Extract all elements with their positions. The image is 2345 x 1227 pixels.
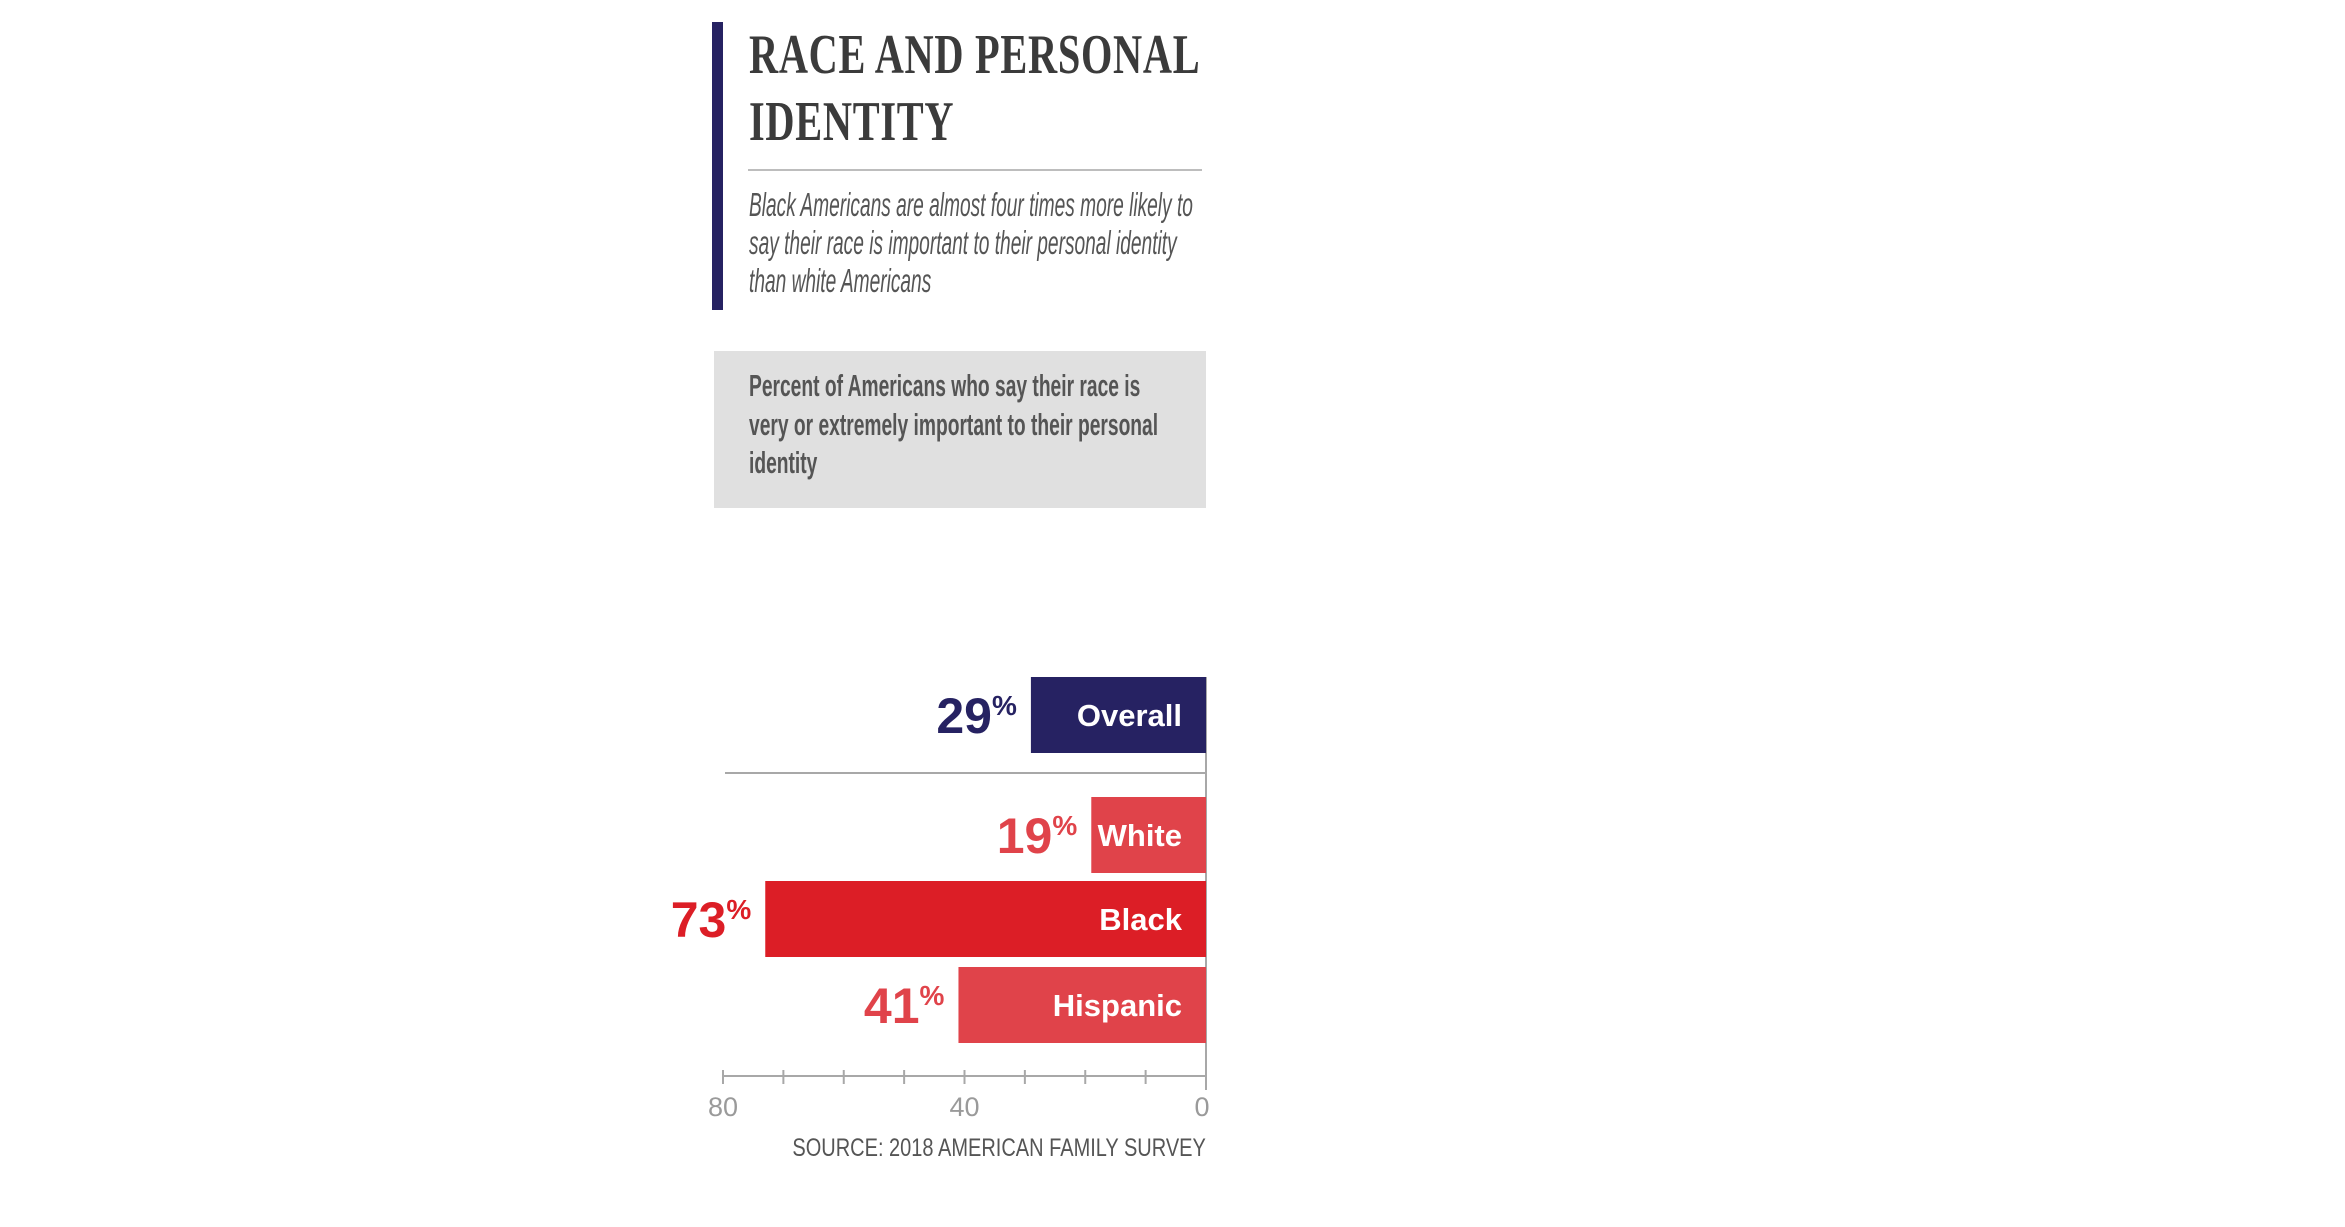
x-tick-label: 80	[708, 1092, 738, 1122]
bar-label-black: Black	[1099, 902, 1182, 937]
bar-black	[765, 881, 1206, 957]
x-tick-label: 40	[949, 1092, 979, 1122]
source-note: SOURCE: 2018 AMERICAN FAMILY SURVEY	[792, 1134, 1206, 1162]
bar-label-white: White	[1098, 818, 1182, 853]
question-text: Percent of Americans who say their race …	[749, 368, 1159, 480]
question-box	[714, 351, 1206, 508]
chart-subtitle: Black Americans are almost four times mo…	[749, 186, 1193, 299]
x-tick-label: 0	[1194, 1092, 1209, 1122]
bar-label-hispanic: Hispanic	[1053, 988, 1182, 1023]
title-divider	[748, 169, 1202, 171]
bar-white	[1091, 797, 1206, 873]
chart-title: RACE AND PERSONAL IDENTITY	[749, 24, 1199, 153]
value-label-black: 73%	[671, 892, 752, 948]
bar-overall	[1030, 677, 1206, 753]
accent-bar	[712, 22, 723, 310]
value-label-white: 19%	[997, 808, 1078, 864]
value-label-overall: 29%	[936, 688, 1017, 744]
bar-hispanic	[958, 967, 1206, 1043]
value-label-hispanic: 41%	[864, 978, 945, 1034]
bar-label-overall: Overall	[1077, 698, 1182, 733]
